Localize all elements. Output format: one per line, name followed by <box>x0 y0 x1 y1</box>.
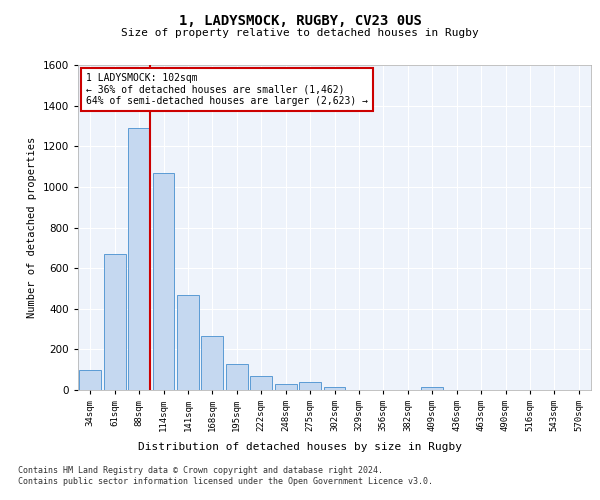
Bar <box>202 336 223 390</box>
Text: Contains HM Land Registry data © Crown copyright and database right 2024.: Contains HM Land Registry data © Crown c… <box>18 466 383 475</box>
Bar <box>226 364 248 390</box>
Bar <box>128 128 150 390</box>
Text: 1, LADYSMOCK, RUGBY, CV23 0US: 1, LADYSMOCK, RUGBY, CV23 0US <box>179 14 421 28</box>
Bar <box>177 295 199 390</box>
Bar <box>104 254 125 390</box>
Text: 1 LADYSMOCK: 102sqm
← 36% of detached houses are smaller (1,462)
64% of semi-det: 1 LADYSMOCK: 102sqm ← 36% of detached ho… <box>86 73 368 106</box>
Bar <box>299 382 321 390</box>
Bar <box>152 173 175 390</box>
Y-axis label: Number of detached properties: Number of detached properties <box>27 137 37 318</box>
Text: Size of property relative to detached houses in Rugby: Size of property relative to detached ho… <box>121 28 479 38</box>
Text: Distribution of detached houses by size in Rugby: Distribution of detached houses by size … <box>138 442 462 452</box>
Bar <box>421 387 443 390</box>
Bar <box>323 387 346 390</box>
Bar <box>79 370 101 390</box>
Text: Contains public sector information licensed under the Open Government Licence v3: Contains public sector information licen… <box>18 477 433 486</box>
Bar <box>275 384 296 390</box>
Bar <box>250 376 272 390</box>
